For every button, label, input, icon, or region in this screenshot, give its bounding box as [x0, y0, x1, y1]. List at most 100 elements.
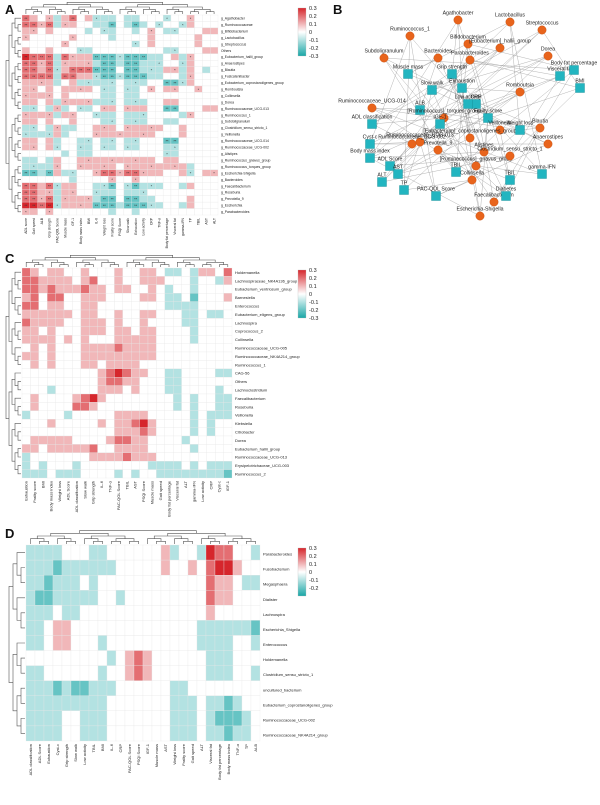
panel-c-cell [55, 435, 65, 445]
panel-a-cell [162, 98, 172, 106]
panel-c-cell [164, 318, 174, 327]
panel-d-cell [115, 635, 126, 651]
panel-a-cell [61, 92, 70, 100]
panel-c-cell [63, 435, 73, 445]
panel-d-colorbar: 0.30.20.10-0.1-0.2 [297, 546, 318, 597]
panel-a-cell [162, 201, 172, 209]
panel-a-cell [194, 72, 203, 80]
panel-a-cell [210, 92, 219, 100]
panel-c-cell [30, 410, 39, 420]
trait-node [471, 99, 481, 109]
panel-a-cell [162, 27, 172, 35]
panel-d-cell [169, 605, 180, 621]
panel-d-cell [250, 635, 261, 651]
panel-c-cell [63, 393, 73, 403]
panel-c-cell [105, 326, 115, 336]
panel-a-cell [170, 176, 179, 183]
panel-c-cell [131, 267, 140, 277]
panel-a-cell [131, 47, 140, 54]
panel-d-cell [43, 725, 54, 742]
panel-a-cell [162, 182, 172, 190]
panel-c-cell [139, 469, 149, 479]
panel-c-colorbar-tick: -0.3 [309, 316, 318, 322]
panel-a-col-label: Frailty score [110, 218, 114, 237]
panel-c-cell [181, 360, 191, 369]
panel-a-cell [68, 182, 78, 190]
panel-c-cell [164, 335, 174, 344]
panel-c-cell [30, 427, 39, 437]
panel-a-row-label: g_Fusicatenibacter [221, 75, 251, 79]
panel-c-row-label: Ruminococcaceae_NK4A214_group [235, 354, 300, 359]
panel-a-cell [37, 40, 46, 48]
panel-a-cell [108, 163, 117, 170]
panel-a-significance-mark: ** [173, 138, 177, 143]
network-edge [403, 179, 473, 191]
panel-d-cell [52, 605, 63, 621]
panel-c-cell [89, 284, 98, 294]
panel-c-cell [131, 427, 140, 437]
panel-d-cell [223, 635, 234, 651]
panel-c-cell [47, 293, 56, 302]
panel-d-cell [187, 650, 198, 666]
panel-a-cell [139, 79, 148, 87]
panel-a-cell [61, 105, 70, 112]
panel-c-col-label: PSQI Score [141, 480, 146, 502]
panel-d-cell [151, 605, 162, 621]
trait-node [365, 153, 375, 163]
panel-c-cell [63, 452, 73, 462]
panel-a-significance-mark: ** [111, 55, 115, 60]
panel-a-significance-mark: ** [32, 203, 36, 208]
panel-c-cell [97, 461, 107, 470]
panel-d-cell [34, 680, 45, 696]
network-edge [451, 73, 471, 139]
panel-c-cell [181, 393, 191, 403]
panel-c-cell [147, 335, 157, 344]
panel-a-cell [92, 85, 101, 93]
panel-a-cell [37, 189, 46, 196]
panel-a-cell [162, 208, 172, 216]
panel-d-col-label: Low activity [82, 744, 87, 765]
panel-c-cell [215, 326, 224, 336]
panel-a-cell [139, 40, 148, 48]
panel-a-significance-mark: * [151, 203, 153, 208]
panel-a-cell [139, 208, 148, 216]
panel-d-cell [88, 559, 99, 576]
panel-a-significance-mark: * [88, 61, 90, 66]
panel-a-cell [100, 150, 109, 158]
panel-c-cell [47, 318, 56, 327]
panel-c-cell [55, 276, 65, 285]
panel-a-cell [210, 34, 219, 41]
panel-d-cell [160, 725, 171, 742]
panel-a-cell [108, 40, 117, 48]
panel-c-cell [164, 427, 174, 437]
panel-d-cell [25, 620, 36, 636]
panel-a-cell [37, 208, 46, 216]
panel-c-cell [215, 301, 224, 311]
panel-a-cell [155, 79, 164, 87]
panel-c-cell [206, 276, 216, 285]
panel-a-cell [53, 195, 62, 203]
panel-c-cell [97, 368, 107, 378]
panel-a-cell [37, 98, 46, 106]
panel-d-cell [205, 710, 216, 727]
panel-d-cell [124, 680, 135, 696]
panel-c-cell [215, 461, 224, 470]
panel-a-significance-mark: ** [103, 61, 107, 66]
panel-c-cell [173, 267, 182, 277]
panel-c-cell [206, 309, 216, 319]
panel-d-cell [178, 590, 189, 606]
panel-c-cell [122, 427, 132, 437]
panel-a-cell [68, 201, 78, 209]
panel-d-cell [133, 725, 144, 742]
panel-c-cell [47, 343, 56, 353]
panel-d-cell [223, 665, 234, 681]
panel-c-cell [72, 427, 81, 437]
panel-a-cell [53, 34, 62, 41]
panel-a-cell [123, 118, 132, 125]
panel-d-cell [52, 665, 63, 681]
network-node-label: [Ruminococcus]_torques_group [407, 109, 480, 115]
panel-c-cell [164, 360, 174, 369]
panel-c-cell [139, 410, 149, 420]
panel-a-cell [37, 176, 46, 183]
panel-c-cell [63, 326, 73, 336]
